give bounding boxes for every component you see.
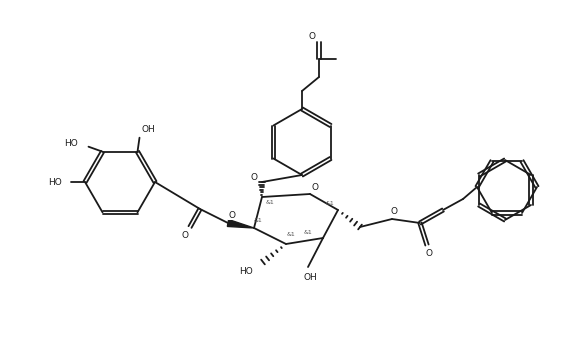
Polygon shape (228, 220, 254, 228)
Text: OH: OH (142, 125, 156, 134)
Text: &1: &1 (253, 217, 263, 222)
Text: &1: &1 (266, 200, 274, 205)
Text: O: O (181, 231, 188, 241)
Text: OH: OH (303, 273, 317, 282)
Text: HO: HO (239, 267, 253, 277)
Text: &1: &1 (325, 201, 335, 206)
Text: O: O (251, 172, 257, 181)
Text: O: O (309, 31, 316, 40)
Text: O: O (229, 211, 236, 220)
Text: O: O (312, 182, 319, 191)
Text: &1: &1 (304, 230, 312, 235)
Text: O: O (391, 206, 397, 216)
Text: &1: &1 (287, 232, 295, 237)
Text: O: O (426, 250, 433, 258)
Text: HO: HO (48, 177, 62, 186)
Text: HO: HO (63, 139, 77, 148)
